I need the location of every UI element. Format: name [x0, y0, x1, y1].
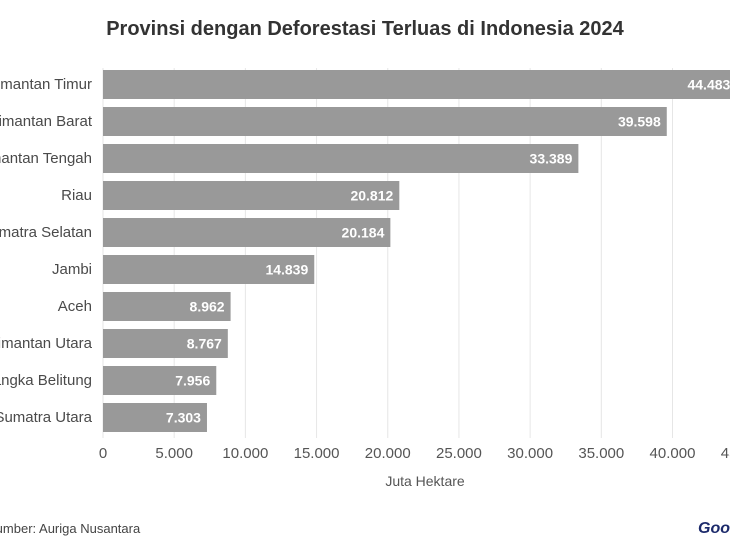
x-tick-label-3: 15.000	[294, 445, 340, 462]
x-tick-label-4: 20.000	[365, 445, 411, 462]
value-label-6: 8.962	[190, 299, 225, 315]
x-tick-label-8: 40.000	[650, 445, 696, 462]
category-label-3: Riau	[61, 187, 92, 204]
value-label-9: 7.303	[166, 410, 201, 426]
bar-7	[103, 329, 228, 358]
category-label-1: Kalimantan Barat	[0, 113, 93, 130]
value-label-0: 44.483	[687, 77, 730, 93]
category-label-2: Kalimantan Tengah	[0, 150, 92, 167]
value-label-5: 14.839	[265, 262, 308, 278]
bar-4	[103, 218, 391, 247]
x-tick-label-7: 35.000	[578, 445, 624, 462]
bar-0	[103, 70, 730, 99]
source-note: Sumber: Auriga Nusantara	[0, 521, 141, 536]
bar-6	[103, 292, 231, 321]
category-label-5: Jambi	[52, 261, 92, 278]
category-label-6: Aceh	[58, 298, 92, 315]
value-label-1: 39.598	[618, 114, 661, 130]
x-tick-label-6: 30.000	[507, 445, 553, 462]
category-label-9: Sumatra Utara	[0, 409, 93, 426]
category-label-7: Kalimantan Utara	[0, 335, 93, 352]
x-tick-label-2: 10.000	[222, 445, 268, 462]
bar-1	[103, 107, 667, 136]
value-label-3: 20.812	[350, 188, 393, 204]
x-axis-title: Juta Hektare	[385, 473, 465, 489]
bar-2	[103, 144, 579, 173]
bar-3	[103, 181, 400, 210]
brand-logo: GoodStats	[698, 520, 730, 537]
value-label-2: 33.389	[530, 151, 573, 167]
bar-9	[103, 403, 207, 432]
value-label-7: 8.767	[187, 336, 222, 352]
category-label-0: Kalimantan Timur	[0, 76, 92, 93]
chart-title: Provinsi dengan Deforestasi Terluas di I…	[106, 18, 624, 40]
x-tick-label-9: 45.000	[721, 445, 730, 462]
bar-5	[103, 255, 315, 284]
value-label-4: 20.184	[342, 225, 385, 241]
x-tick-label-1: 5.000	[155, 445, 193, 462]
category-label-4: Sumatra Selatan	[0, 224, 92, 241]
bar-8	[103, 366, 217, 395]
x-tick-label-0: 0	[99, 445, 107, 462]
category-label-8: Bangka Belitung	[0, 372, 92, 389]
value-label-8: 7.956	[175, 373, 210, 389]
x-tick-label-5: 25.000	[436, 445, 482, 462]
